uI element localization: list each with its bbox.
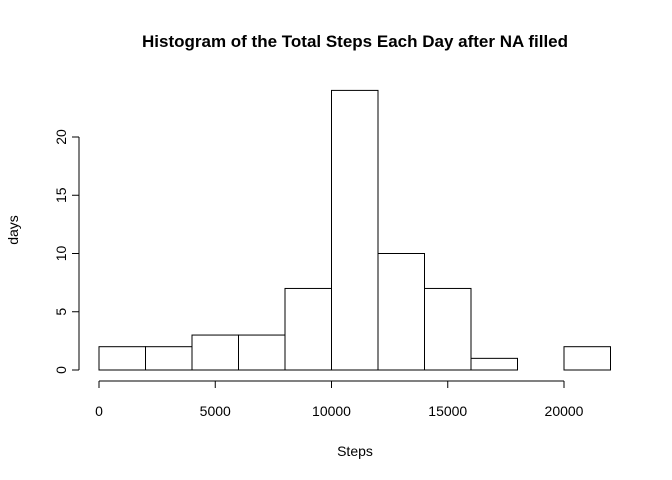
histogram-bar-8 — [424, 287, 472, 371]
x-tick-label: 0 — [95, 403, 103, 419]
x-axis-label: Steps — [337, 443, 373, 459]
y-tick-label: 15 — [53, 187, 69, 203]
histogram-bar-11 — [563, 346, 611, 371]
x-tick-label: 5000 — [200, 403, 231, 419]
x-tick-label: 20000 — [545, 403, 584, 419]
histogram-bar-1 — [98, 346, 146, 371]
bars-group — [98, 89, 611, 371]
chart-title: Histogram of the Total Steps Each Day af… — [142, 32, 568, 51]
histogram-bar-5 — [284, 287, 332, 371]
histogram-bar-2 — [145, 346, 193, 371]
y-axis: 0 5 10 15 20 — [53, 129, 80, 374]
x-axis: 0 5000 10000 15000 20000 — [95, 380, 584, 419]
histogram-bar-3 — [191, 334, 239, 371]
y-tick-label: 10 — [53, 246, 69, 262]
y-tick-label: 0 — [53, 366, 69, 374]
y-axis-label: days — [5, 215, 21, 245]
y-tick-label: 20 — [53, 129, 69, 145]
x-tick-label: 10000 — [312, 403, 351, 419]
y-tick-label: 5 — [53, 308, 69, 316]
x-tick-label: 15000 — [428, 403, 467, 419]
histogram-bar-7 — [377, 253, 425, 371]
histogram-bar-4 — [238, 334, 286, 371]
histogram-bar-6 — [331, 89, 379, 371]
histogram-bar-9 — [470, 357, 518, 371]
